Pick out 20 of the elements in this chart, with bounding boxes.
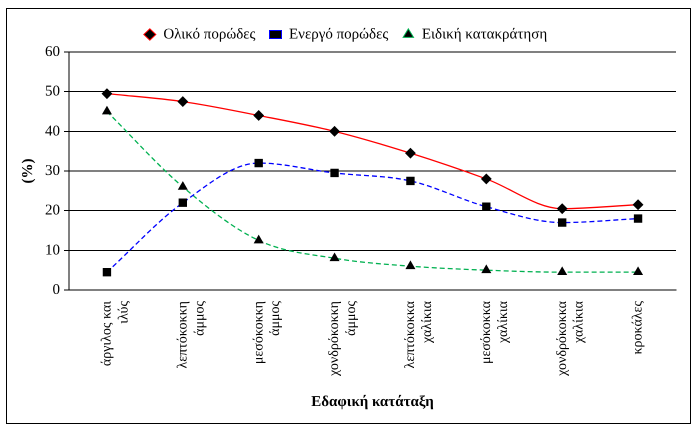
x-tick-label: μεσόκοκκη άμμος xyxy=(251,300,284,364)
x-tick-label: χονδρόκοκκα χαλίκια xyxy=(554,300,587,377)
x-tick-label: χονδρόκοκκη άμμος xyxy=(327,300,360,378)
y-tick-label: 0 xyxy=(52,282,60,298)
y-tick-label: 10 xyxy=(45,242,60,258)
y-tick-label: 30 xyxy=(45,162,60,179)
x-tick-label: άργιλος και ιλύς xyxy=(100,300,132,366)
legend-label: Ειδική κατακράτηση xyxy=(422,26,548,42)
y-axis-title: (%) xyxy=(20,158,36,184)
y-tick-label: 20 xyxy=(45,202,60,219)
x-tick-label: λεπτόκοκκη άμμος xyxy=(175,300,208,369)
y-tick-label: 50 xyxy=(45,84,60,100)
x-tick-label: κροκάλες xyxy=(630,300,646,355)
x-tick-label: λεπτόκοκκα χαλίκια xyxy=(403,300,435,368)
legend-label: Ολικό πορώδες xyxy=(163,26,256,42)
legend-label: Ενεργό πορώδες xyxy=(289,26,388,42)
x-axis-title: Εδαφική κατάταξη xyxy=(311,394,434,410)
y-tick-label: 40 xyxy=(45,123,60,140)
y-tick-label: 60 xyxy=(45,44,60,60)
x-tick-label: μεσόκοκκα χαλίκια xyxy=(478,300,511,364)
